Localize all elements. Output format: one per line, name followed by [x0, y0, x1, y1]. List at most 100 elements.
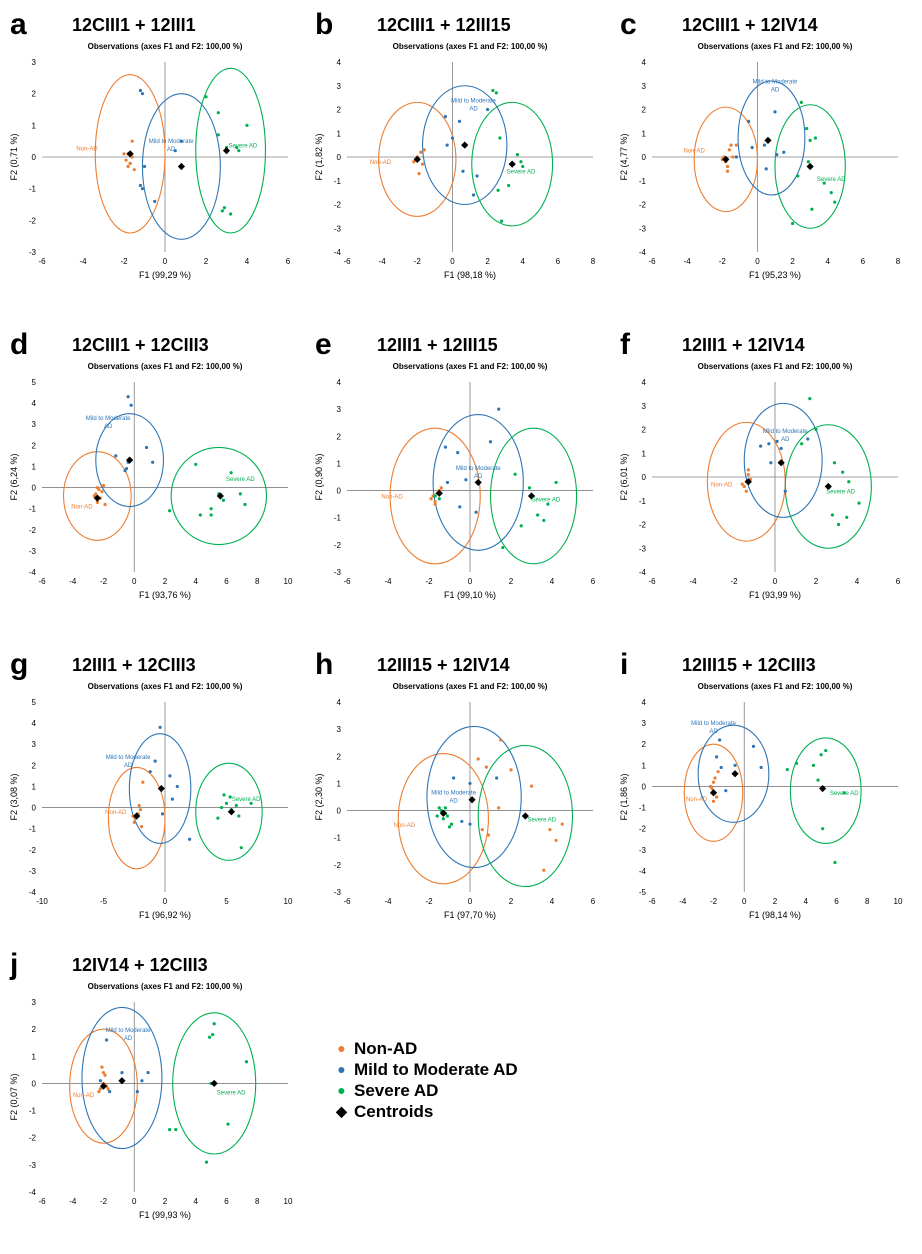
legend-label-nonad: Non-AD — [354, 1039, 418, 1058]
data-point-nonad — [131, 814, 135, 818]
data-point-severe — [221, 498, 226, 502]
data-point-nonad — [740, 482, 744, 486]
data-point-mild — [762, 143, 767, 147]
ellipse-label-mild: AD — [124, 1036, 133, 1042]
data-point-mild — [135, 1089, 139, 1094]
data-point-nonad — [128, 161, 132, 165]
ellipse-label-mild: Mild to Moderate — [753, 79, 798, 85]
data-point-mild — [151, 460, 155, 464]
x-tick-label: 6 — [591, 897, 596, 906]
data-point-nonad — [138, 808, 142, 812]
data-point-severe — [842, 791, 846, 795]
x-tick-label: -4 — [679, 897, 687, 906]
data-point-mild — [719, 765, 723, 770]
ellipse-label-mild: Mild to Moderate — [451, 98, 496, 104]
data-point-nonad — [716, 770, 720, 774]
y-tick-label: 3 — [32, 740, 37, 749]
x-tick-label: -6 — [648, 897, 656, 906]
confidence-ellipse-nonad — [389, 427, 481, 565]
ellipse-label-mild: Mild to Moderate — [691, 721, 736, 727]
y-tick-label: -1 — [639, 804, 647, 813]
data-point-severe — [445, 814, 450, 818]
panel-j: j 12IV14 + 12CIII3 Observations (axes F1 a… — [9, 948, 293, 1220]
data-point-severe — [243, 502, 247, 507]
y-tick-label: -3 — [639, 544, 647, 553]
data-point-nonad — [101, 1070, 106, 1075]
data-point-mild — [140, 92, 145, 96]
data-point-severe — [229, 471, 233, 475]
data-point-nonad — [95, 485, 99, 490]
data-point-nonad — [742, 484, 746, 489]
centroid-marker — [210, 1079, 218, 1088]
data-point-severe — [211, 1032, 215, 1037]
x-tick-label: 2 — [773, 897, 778, 906]
y-tick-label: 4 — [337, 58, 342, 67]
panel-subtitle: Observations (axes F1 and F2: 100,00 %) — [698, 42, 853, 51]
data-point-severe — [507, 183, 511, 188]
y-tick-label: -2 — [29, 216, 37, 225]
data-point-nonad — [429, 497, 433, 501]
data-point-nonad — [744, 489, 748, 493]
data-point-mild — [468, 781, 472, 786]
data-point-severe — [216, 133, 220, 137]
y-tick-label: 4 — [642, 58, 647, 67]
data-point-nonad — [100, 1065, 104, 1069]
data-point-mild — [747, 119, 751, 123]
data-point-severe — [168, 1127, 172, 1132]
data-point-severe — [515, 153, 520, 157]
y-tick-label: 1 — [642, 449, 647, 458]
data-point-severe — [168, 509, 172, 513]
data-point-severe — [785, 767, 789, 772]
ellipse-label-severe: Severe AD — [226, 477, 255, 483]
x-tick-label: 4 — [550, 577, 555, 586]
data-point-mild — [138, 88, 142, 93]
y-tick-label: -2 — [29, 1134, 37, 1143]
y-tick-label: -1 — [29, 185, 37, 194]
confidence-ellipse-nonad — [397, 753, 490, 885]
data-point-severe — [833, 200, 837, 204]
data-point-nonad — [126, 164, 130, 169]
x-tick-label: -4 — [684, 257, 692, 266]
data-point-severe — [845, 515, 849, 519]
ellipse-label-nonad: Non-AD — [370, 160, 392, 166]
data-point-severe — [216, 111, 220, 115]
data-point-mild — [148, 770, 152, 774]
data-point-mild — [468, 822, 472, 826]
data-point-nonad — [486, 833, 491, 837]
data-point-nonad — [412, 160, 416, 164]
centroid-marker — [777, 459, 785, 467]
data-point-severe — [546, 502, 550, 506]
data-point-nonad — [124, 158, 128, 162]
ellipse-label-nonad: Non-AD — [686, 797, 708, 803]
confidence-ellipse-nonad — [69, 1028, 138, 1144]
legend-item-centroids: ◆ Centroids — [335, 1101, 518, 1122]
data-point-nonad — [140, 824, 144, 829]
confidence-ellipse-nonad — [62, 451, 132, 541]
x-tick-label: -2 — [425, 577, 433, 586]
x-tick-label: 5 — [224, 897, 229, 906]
centroid-marker — [806, 162, 814, 171]
y-tick-label: 2 — [337, 752, 342, 761]
panel-subtitle: Observations (axes F1 and F2: 100,00 %) — [88, 42, 243, 51]
data-point-nonad — [708, 784, 713, 789]
panel-letter: b — [315, 8, 333, 41]
data-point-severe — [249, 801, 253, 805]
data-point-mild — [759, 765, 763, 770]
y-tick-label: -5 — [639, 888, 647, 897]
y-tick-label: 0 — [32, 804, 37, 813]
panel-letter: h — [315, 648, 333, 681]
x-tick-label: -2 — [719, 257, 727, 266]
y-axis-title: F2 (0,90 %) — [314, 453, 324, 500]
x-tick-label: 4 — [245, 257, 250, 266]
confidence-ellipse-severe — [195, 67, 266, 234]
y-tick-label: 5 — [32, 378, 37, 387]
confidence-ellipse-mild — [128, 733, 192, 844]
data-point-severe — [810, 207, 814, 211]
panel-title: 12CIII1 + 12CIII3 — [72, 335, 209, 355]
panel-a: a 12CIII1 + 12III1 Observations (axes F1 a… — [9, 8, 291, 280]
x-tick-label: 4 — [194, 1197, 199, 1206]
data-point-mild — [445, 480, 450, 485]
confidence-ellipse-mild — [697, 724, 770, 823]
x-tick-label: 8 — [896, 257, 901, 266]
